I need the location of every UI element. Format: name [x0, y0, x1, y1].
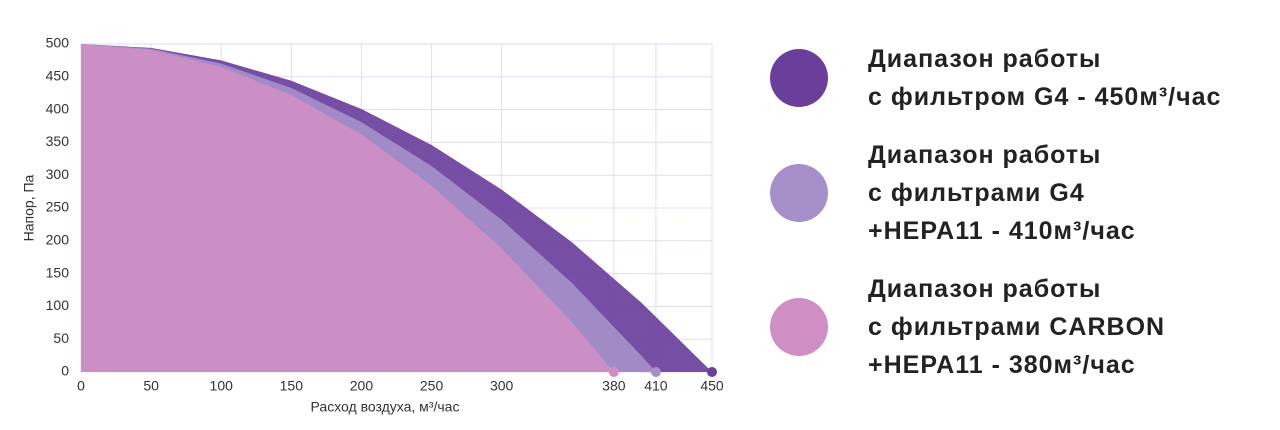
end-dot: [650, 367, 661, 377]
x-tick-label: 380: [602, 378, 626, 394]
legend-swatch: [770, 298, 828, 356]
legend-item: Диапазон работы с фильтрами G4 +HEPA11 -…: [770, 136, 1270, 250]
legend-label: Диапазон работы с фильтрами G4 +HEPA11 -…: [868, 141, 1136, 245]
legend-swatch: [770, 49, 828, 107]
y-tick-label: 0: [61, 363, 69, 379]
end-dot: [707, 367, 717, 377]
legend-label: Диапазон работы с фильтром G4 - 450м³/ча…: [868, 45, 1222, 111]
x-tick-label: 450: [700, 378, 724, 394]
end-dot: [608, 367, 619, 377]
y-tick-label: 250: [46, 199, 70, 215]
legend-item: Диапазон работы с фильтром G4 - 450м³/ча…: [770, 40, 1270, 116]
x-tick-label: 200: [350, 378, 374, 394]
y-tick-label: 100: [46, 297, 70, 313]
y-tick-label: 50: [53, 330, 69, 346]
x-tick-label: 410: [644, 378, 668, 394]
x-tick-label: 150: [280, 378, 304, 394]
y-tick-label: 200: [46, 232, 70, 248]
legend: Диапазон работы с фильтром G4 - 450м³/ча…: [770, 40, 1270, 404]
y-tick-label: 450: [46, 68, 70, 84]
chart: Расход воздуха, м³/час Напор, Па 0 50 100 1…: [21, 35, 724, 415]
x-tick-label: 300: [490, 378, 514, 394]
y-tick-label: 300: [46, 166, 70, 182]
y-tick-label: 350: [46, 133, 70, 149]
legend-swatch: [770, 164, 828, 222]
x-axis-label: Расход воздуха, м³/час: [311, 399, 460, 415]
legend-item: Диапазон работы с фильтрами CARBON +HEPA…: [770, 270, 1270, 384]
y-tick-label: 150: [46, 264, 70, 280]
x-tick-label: 100: [210, 378, 234, 394]
area: [81, 44, 614, 372]
x-tick-label: 50: [143, 378, 159, 394]
x-tick-label: 250: [420, 378, 444, 394]
y-tick-label: 400: [46, 100, 70, 116]
x-tick-label: 0: [77, 378, 85, 394]
legend-label: Диапазон работы с фильтрами CARBON +HEPA…: [868, 275, 1166, 379]
y-axis-label: Напор, Па: [21, 174, 37, 241]
y-tick-label: 500: [46, 35, 70, 51]
